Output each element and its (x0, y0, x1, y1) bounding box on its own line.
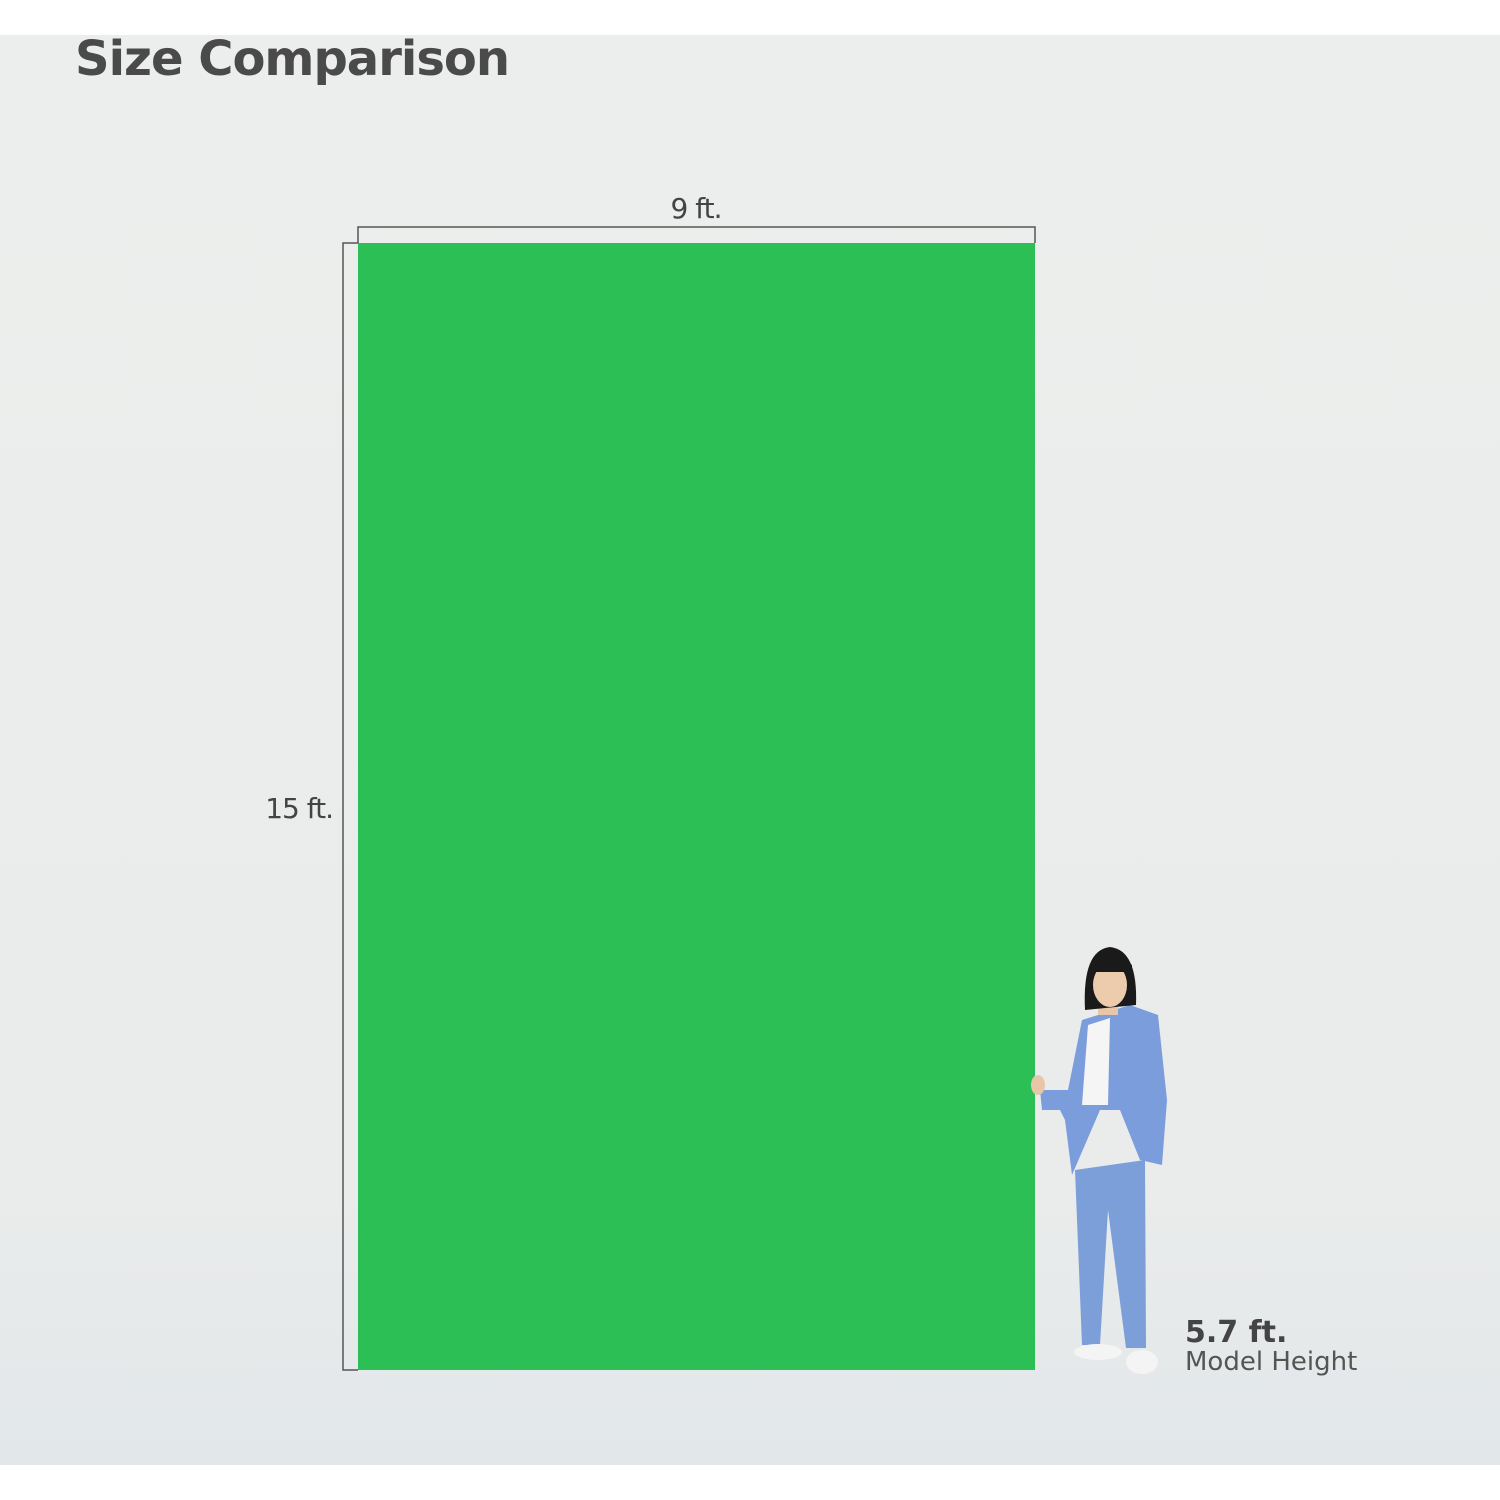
width-label: 9 ft. (671, 192, 722, 225)
model-caption: Model Height (1185, 1347, 1357, 1377)
model-figure (1031, 947, 1167, 1374)
width-bracket (357, 226, 1036, 243)
title: Size Comparison (75, 31, 509, 87)
height-bracket (342, 242, 358, 1371)
model-height: 5.7 ft. (1185, 1315, 1287, 1350)
green-screen (358, 243, 1035, 1370)
height-label: 15 ft. (265, 792, 333, 825)
